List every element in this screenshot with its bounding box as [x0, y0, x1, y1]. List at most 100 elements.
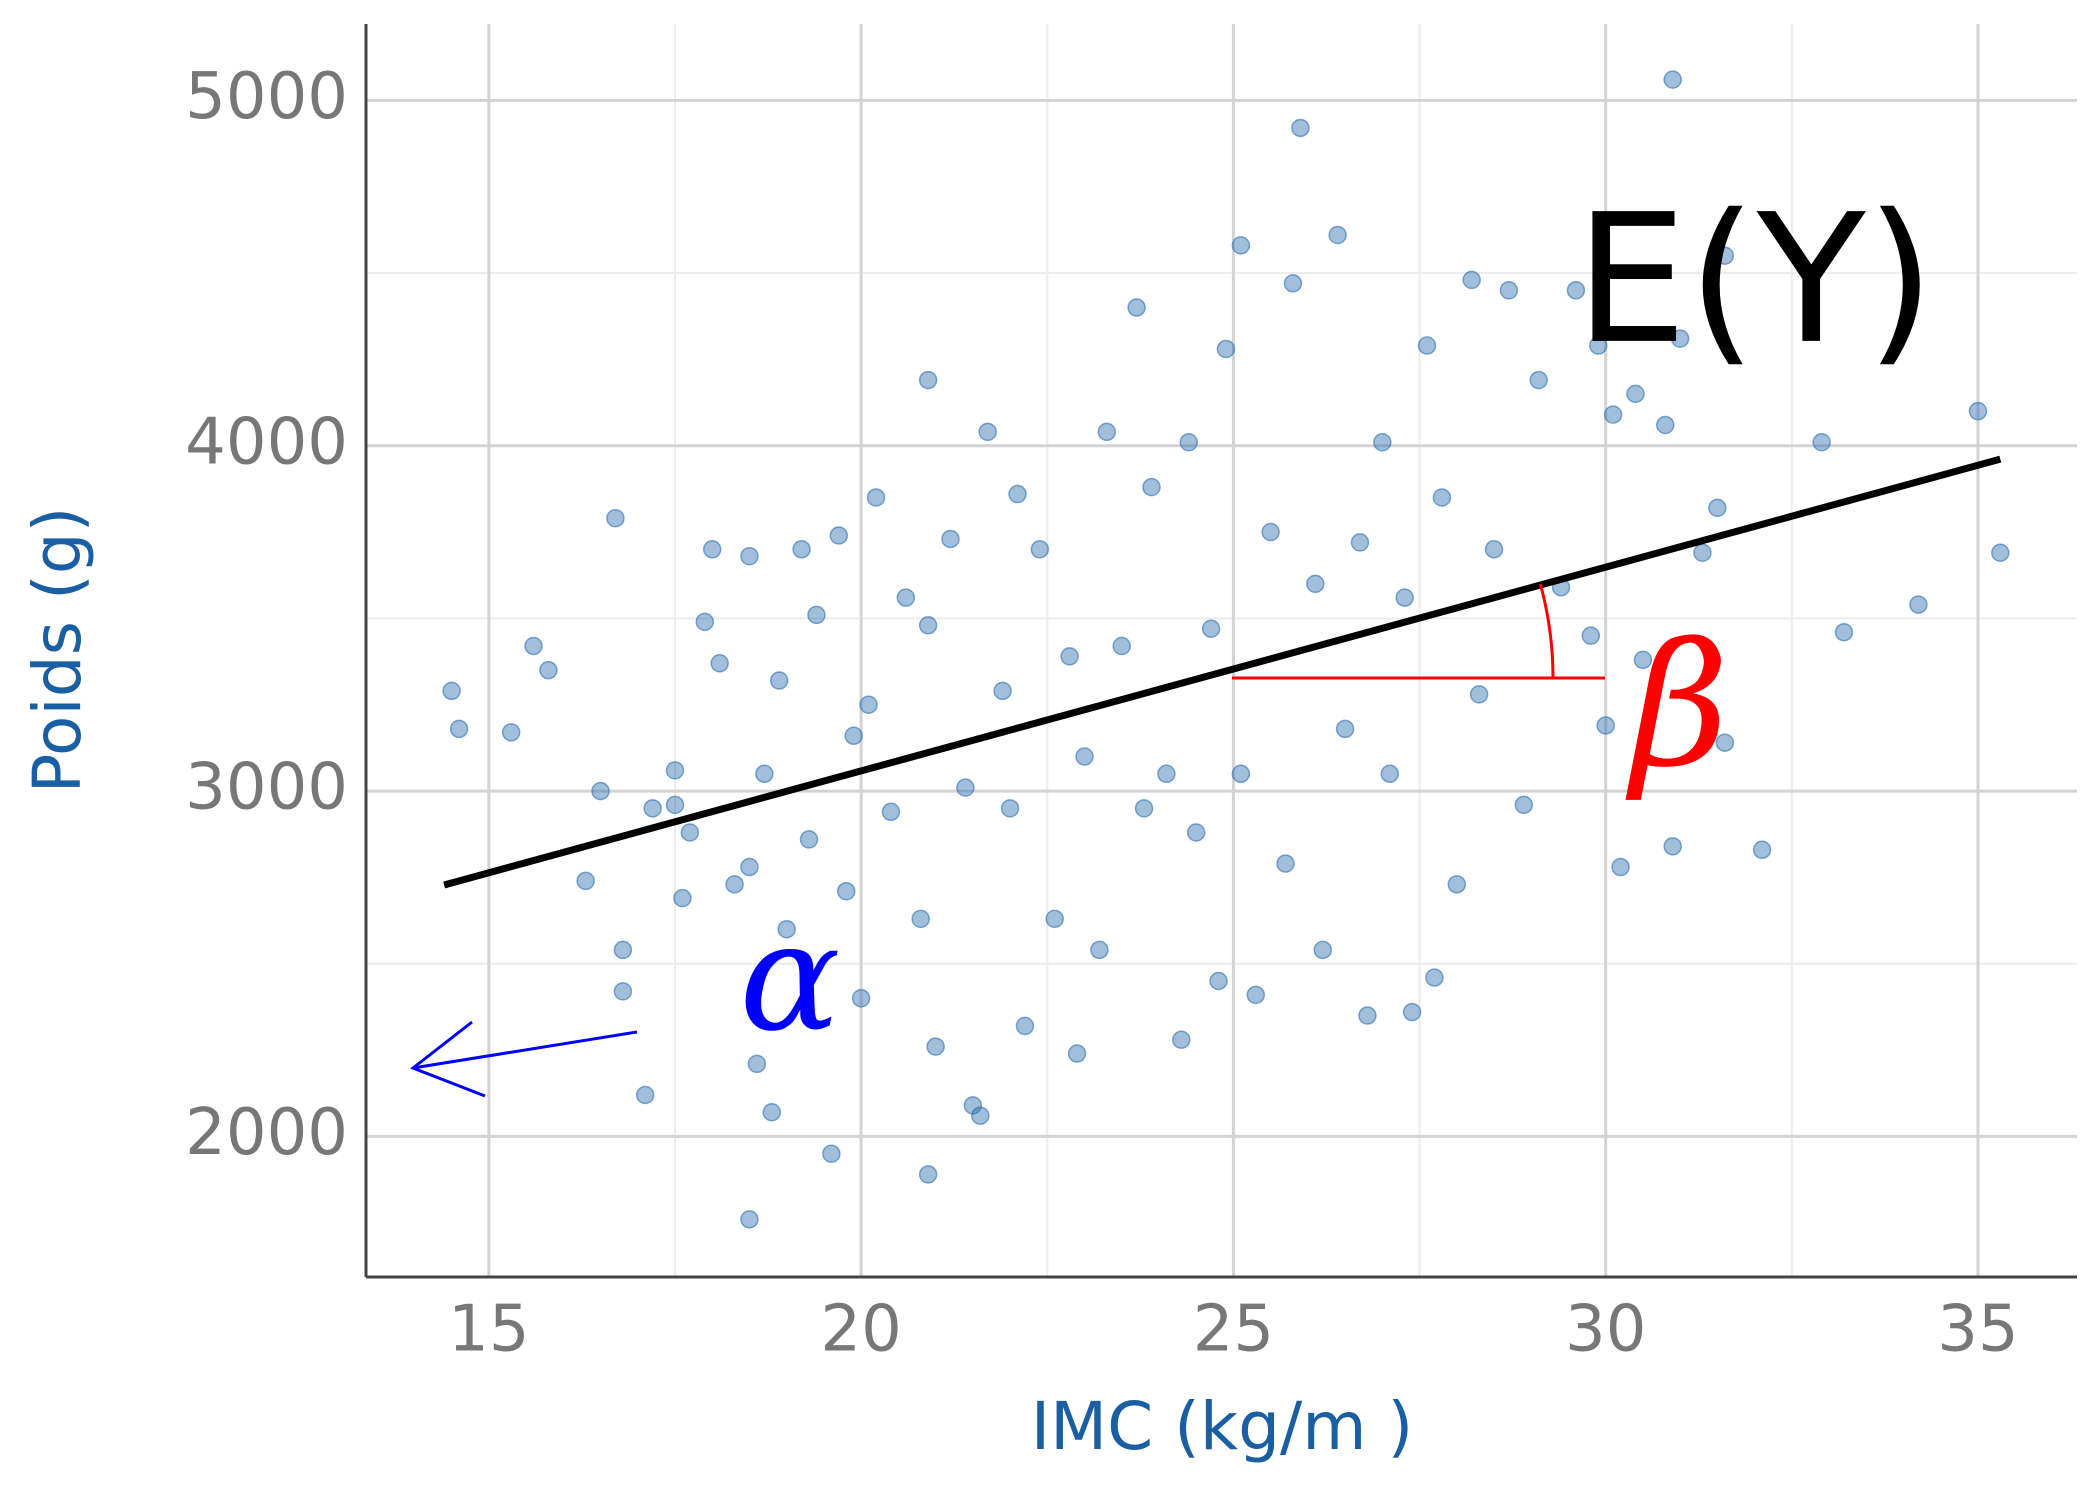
point: [1067, 1044, 1087, 1063]
point: [1596, 716, 1615, 735]
point: [993, 681, 1012, 701]
point: [539, 660, 558, 680]
point: [591, 781, 610, 801]
point: [762, 1103, 782, 1122]
point: [769, 671, 789, 690]
point: [1663, 837, 1682, 856]
point: [911, 909, 930, 929]
point: [799, 830, 819, 849]
point: [1656, 415, 1675, 435]
point: [1201, 619, 1221, 638]
point: [896, 588, 916, 607]
point: [606, 508, 625, 528]
point: [1834, 622, 1854, 642]
point: [1112, 636, 1131, 656]
point: [1469, 685, 1489, 704]
point: [1417, 336, 1437, 355]
point: [1261, 522, 1280, 542]
point: [1008, 484, 1027, 504]
y-axis-title: Poids (g): [19, 507, 96, 794]
point: [1209, 971, 1228, 991]
point: [442, 681, 461, 701]
point: [1708, 498, 1727, 518]
point: [1693, 543, 1712, 563]
point: [1000, 799, 1020, 818]
x-axis-title: IMC (kg/m ): [1031, 1388, 1414, 1465]
x-tick-label: 20: [820, 1293, 901, 1367]
y-tick-label: 4000: [185, 405, 348, 479]
point: [918, 1165, 938, 1184]
point: [740, 857, 759, 877]
point: [1812, 432, 1831, 452]
point: [665, 795, 685, 815]
point: [1626, 384, 1645, 404]
point: [1172, 1030, 1191, 1049]
point: [1968, 401, 1988, 421]
point: [635, 1085, 655, 1105]
point: [1484, 540, 1504, 559]
point: [1276, 854, 1295, 873]
point: [1157, 764, 1176, 784]
point: [1581, 626, 1601, 645]
point: [1030, 540, 1050, 559]
point: [1663, 70, 1682, 89]
point: [829, 526, 849, 545]
alpha-label: α: [739, 891, 840, 1065]
alpha-arrow-head: [409, 1020, 486, 1098]
point: [836, 881, 856, 901]
point: [1306, 574, 1325, 594]
point: [1447, 875, 1467, 894]
point: [1715, 246, 1735, 265]
point: [449, 719, 469, 739]
x-tick-label: 30: [1565, 1293, 1646, 1367]
point: [963, 1096, 983, 1115]
point: [859, 695, 878, 714]
point: [1127, 298, 1146, 317]
point: [710, 654, 729, 673]
x-tick-label: 15: [448, 1293, 529, 1367]
point: [755, 764, 774, 784]
point: [1588, 336, 1608, 355]
point: [851, 989, 871, 1008]
point: [1432, 488, 1452, 507]
beta-label: β: [1625, 607, 1729, 805]
point: [1231, 236, 1251, 255]
alpha-arrow: [412, 1030, 638, 1070]
point: [1186, 823, 1206, 842]
point: [1060, 647, 1079, 666]
point: [881, 802, 901, 822]
point: [1097, 422, 1117, 442]
fit-line: [443, 455, 2002, 889]
x-tick-label: 35: [1937, 1293, 2018, 1367]
point: [1015, 1016, 1035, 1036]
point: [1991, 543, 2010, 563]
point: [740, 546, 759, 566]
point: [1566, 281, 1586, 300]
point: [1134, 799, 1154, 818]
point: [1611, 857, 1630, 877]
point: [926, 1037, 945, 1056]
point: [1395, 588, 1414, 607]
y-tick-label: 2000: [185, 1096, 348, 1170]
point: [1283, 274, 1303, 293]
point: [978, 422, 997, 442]
point: [1335, 719, 1355, 739]
point: [680, 823, 700, 842]
point: [747, 1054, 767, 1074]
point: [1142, 477, 1161, 497]
point: [613, 982, 633, 1001]
point: [576, 871, 595, 891]
point: [1715, 733, 1735, 752]
point: [1603, 405, 1623, 424]
point: [844, 726, 863, 746]
point: [1529, 370, 1548, 390]
x-tick-label: 25: [1193, 1293, 1274, 1367]
point: [1075, 747, 1094, 766]
point: [1350, 533, 1370, 552]
point: [613, 940, 633, 960]
point: [1358, 1006, 1377, 1025]
point: [1179, 432, 1198, 452]
point: [918, 616, 938, 635]
point: [1633, 650, 1653, 670]
